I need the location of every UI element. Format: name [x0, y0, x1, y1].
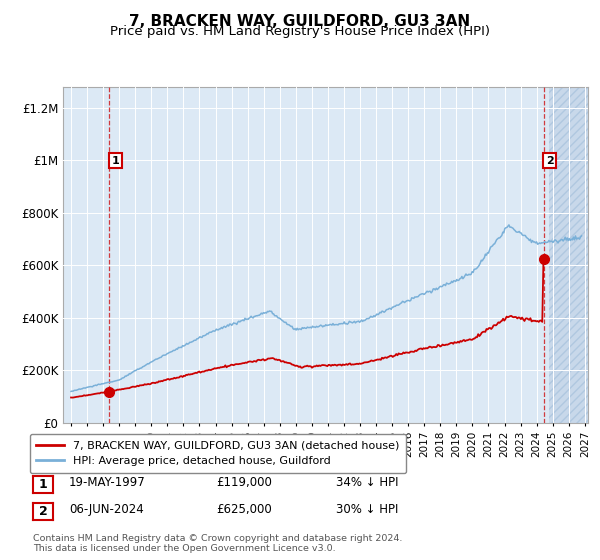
Text: £119,000: £119,000 — [216, 476, 272, 489]
Text: Contains HM Land Registry data © Crown copyright and database right 2024.
This d: Contains HM Land Registry data © Crown c… — [33, 534, 403, 553]
Text: 7, BRACKEN WAY, GUILDFORD, GU3 3AN: 7, BRACKEN WAY, GUILDFORD, GU3 3AN — [130, 14, 470, 29]
Text: 1: 1 — [38, 478, 47, 491]
Bar — [548, 87, 588, 423]
Text: 1: 1 — [112, 156, 119, 166]
Text: £625,000: £625,000 — [216, 503, 272, 516]
Text: 2: 2 — [546, 156, 554, 166]
Text: 30% ↓ HPI: 30% ↓ HPI — [336, 503, 398, 516]
Text: 34% ↓ HPI: 34% ↓ HPI — [336, 476, 398, 489]
Text: 19-MAY-1997: 19-MAY-1997 — [69, 476, 146, 489]
Text: 2: 2 — [38, 505, 47, 518]
Legend: 7, BRACKEN WAY, GUILDFORD, GU3 3AN (detached house), HPI: Average price, detache: 7, BRACKEN WAY, GUILDFORD, GU3 3AN (deta… — [29, 434, 406, 473]
Text: 06-JUN-2024: 06-JUN-2024 — [69, 503, 144, 516]
Text: Price paid vs. HM Land Registry's House Price Index (HPI): Price paid vs. HM Land Registry's House … — [110, 25, 490, 38]
